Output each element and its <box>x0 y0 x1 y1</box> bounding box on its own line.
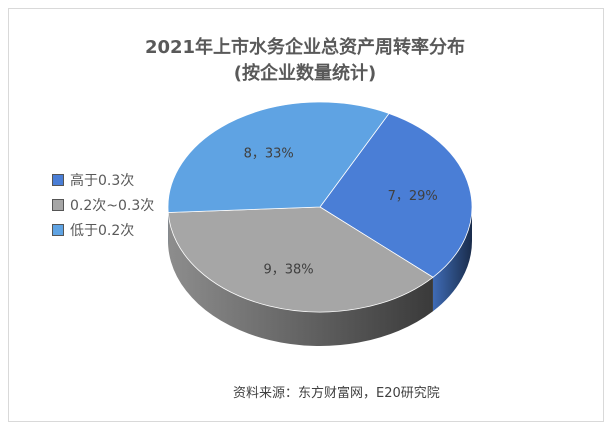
pie-slice <box>319 112 473 278</box>
chart-subtitle: (按企业数量统计) <box>233 63 377 84</box>
data-label: 8，33% <box>244 146 294 161</box>
legend-label: 低于0.2次 <box>70 223 135 239</box>
pie-slice <box>167 206 434 313</box>
legend-item: 高于0.3次 <box>52 170 134 190</box>
legend-label: 高于0.3次 <box>70 173 135 189</box>
legend-swatch <box>52 174 64 186</box>
data-label: 9，38% <box>263 262 313 277</box>
pie-slice <box>167 101 390 213</box>
chart-title: 2021年上市水务企业总资产周转率分布 <box>144 37 466 58</box>
legend-item: 低于0.2次 <box>52 220 134 240</box>
pie-slice-side <box>168 212 433 347</box>
legend-item: 0.2次~0.3次 <box>52 195 154 215</box>
legend-swatch <box>52 224 64 236</box>
legend-label: 0.2次~0.3次 <box>70 198 155 214</box>
data-label: 7，29% <box>388 189 438 204</box>
source-note: 资料来源：东方财富网，E20研究院 <box>233 386 440 401</box>
legend-swatch <box>52 199 64 211</box>
